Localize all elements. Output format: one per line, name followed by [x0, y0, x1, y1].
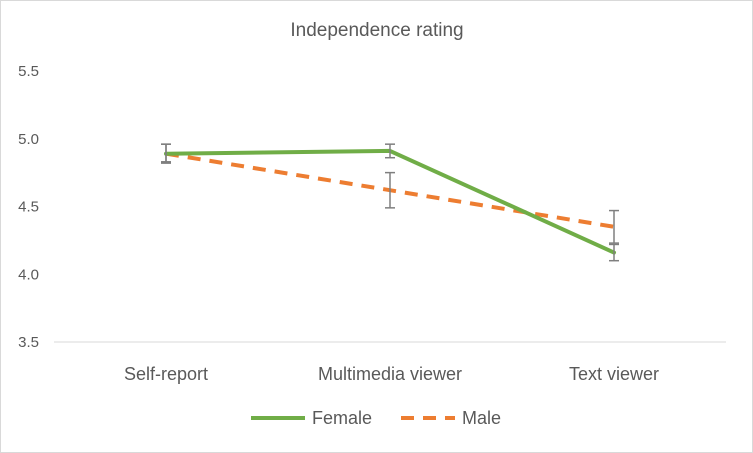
x-tick-label: Self-report [124, 364, 208, 384]
error-bars [161, 143, 619, 262]
chart-title: Independence rating [290, 20, 463, 41]
legend-label-female: Female [312, 408, 372, 428]
y-tick-label: 3.5 [18, 334, 39, 351]
legend: Female Male [251, 408, 501, 428]
y-axis: 3.5 4.0 4.5 5.0 5.5 [18, 63, 39, 351]
legend-label-male: Male [462, 408, 501, 428]
y-tick-label: 5.5 [18, 63, 39, 80]
y-tick-label: 5.0 [18, 131, 39, 148]
x-axis: Self-report Multimedia viewer Text viewer [124, 364, 659, 384]
x-tick-label: Multimedia viewer [318, 364, 462, 384]
y-tick-label: 4.5 [18, 199, 39, 216]
y-tick-label: 4.0 [18, 266, 39, 283]
x-tick-label: Text viewer [569, 364, 659, 384]
